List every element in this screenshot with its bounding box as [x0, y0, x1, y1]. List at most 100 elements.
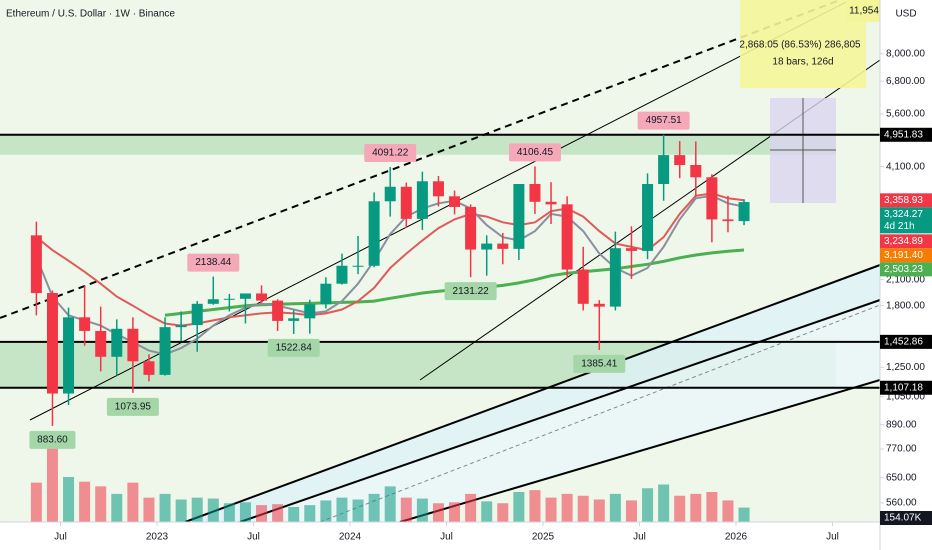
volume-bar [223, 503, 235, 522]
y-tick-label: 8,000.00 [886, 48, 925, 59]
price-tag [880, 193, 932, 208]
target-label: 11,954 [849, 6, 879, 17]
price-tag-label: 3,191.40 [884, 250, 923, 261]
candle-body [63, 317, 75, 394]
volume-bar [529, 490, 541, 522]
volume-bar [481, 501, 493, 522]
price-tag [880, 207, 932, 234]
annotation-label: 2138.44 [195, 257, 232, 268]
candle-body [577, 269, 589, 304]
volume-bar [288, 507, 300, 522]
candle-body [738, 202, 750, 222]
annotation-label: 4091.22 [372, 148, 409, 159]
volume-bar [738, 507, 750, 522]
candle-body [400, 186, 412, 219]
volume-bar [256, 505, 268, 522]
candle-body [465, 206, 477, 250]
volume-bar [63, 477, 75, 522]
candle-body [497, 243, 509, 249]
candle-body [690, 165, 702, 178]
level-tag-label: 4,951.83 [884, 129, 923, 140]
volume-bar [336, 497, 348, 522]
volume-tag-label: 154.07K [884, 513, 922, 524]
annotation-box [267, 338, 320, 357]
volume-bar [513, 492, 525, 522]
candle-body [223, 298, 235, 300]
annotation-box [187, 253, 240, 272]
price-tag-label: 3,234.89 [884, 236, 923, 247]
volume-bar [545, 497, 557, 522]
y-tick-label: 5,600.00 [886, 109, 925, 120]
volume-bar [722, 500, 734, 522]
volume-bar [416, 498, 428, 522]
candle-body [529, 183, 541, 202]
currency: USD [895, 9, 916, 20]
candle-body [674, 155, 686, 166]
candle-body [513, 183, 525, 249]
volume-bar [706, 492, 718, 522]
annotation-box [106, 397, 159, 416]
y-tick-label: 6,800.00 [886, 76, 925, 87]
price-tag-label: 3,358.93 [884, 195, 923, 206]
candle-body [191, 303, 203, 326]
x-tick-label: Jul [54, 532, 67, 543]
candle-body [256, 293, 268, 301]
candle-body [384, 186, 396, 202]
candle-body [79, 317, 91, 331]
volume-bar [658, 484, 670, 522]
volume-bar [577, 495, 589, 522]
annotation-label: 4957.51 [646, 115, 683, 126]
volume-bar [690, 493, 702, 522]
volume-bar [449, 502, 461, 522]
level-tag [880, 380, 932, 395]
annotation-box [637, 111, 690, 130]
candle-body [111, 328, 123, 357]
volume-bar [111, 493, 123, 522]
volume-bar [239, 502, 251, 522]
volume-bar [465, 493, 477, 522]
y-tick-label: 890.00 [886, 419, 917, 430]
x-tick-label: Jul [633, 532, 646, 543]
volume-bar [159, 493, 171, 522]
candle-body [30, 235, 42, 294]
candle-body [593, 303, 605, 307]
volume-tag [880, 511, 932, 525]
moving-average [35, 192, 745, 327]
candle-body [432, 181, 444, 197]
annotation-label: 4106.45 [517, 147, 554, 158]
y-tick-label: 560.00 [886, 498, 917, 509]
volume-bar [127, 482, 139, 522]
y-tick-label: 1,250.00 [886, 362, 925, 373]
measure-bars: 18 bars, 126d [772, 57, 833, 68]
measure-range: 2,868.05 (86.53%) 286,805 [739, 40, 861, 51]
plot: 883.60 1073.95 2138.44 1522.84 4091.22 2131.2… [0, 111, 880, 522]
candle-body [706, 177, 718, 220]
volume-bar [432, 503, 444, 522]
price-tag-label: 2,503.23 [884, 264, 923, 275]
volume-bar [609, 493, 621, 522]
volume-bar [304, 505, 316, 522]
volume-bar [272, 504, 284, 522]
candle-body [722, 219, 734, 222]
x-tick-label: 2025 [532, 532, 555, 543]
price-tag [880, 234, 932, 249]
volume-bar [625, 500, 637, 522]
y-tick-label: 4,100.00 [886, 161, 925, 172]
candle-body [159, 327, 171, 375]
x-tick-label: Jul [247, 532, 260, 543]
annotation-box [444, 282, 497, 301]
candle-body [658, 155, 670, 184]
candle-body [288, 318, 300, 321]
zones [0, 134, 836, 388]
volume-bar [400, 497, 412, 522]
volume-bar [497, 503, 509, 522]
channel-line [399, 379, 881, 523]
time-axis [0, 522, 880, 550]
volume-bar [384, 486, 396, 522]
candle-body [143, 361, 155, 375]
annotation-label: 2131.22 [453, 286, 490, 297]
volume-bar [352, 499, 364, 522]
chart-title: Ethereum / U.S. Dollar · 1W · Binance [6, 9, 175, 20]
annotation-label: 883.60 [37, 434, 68, 445]
